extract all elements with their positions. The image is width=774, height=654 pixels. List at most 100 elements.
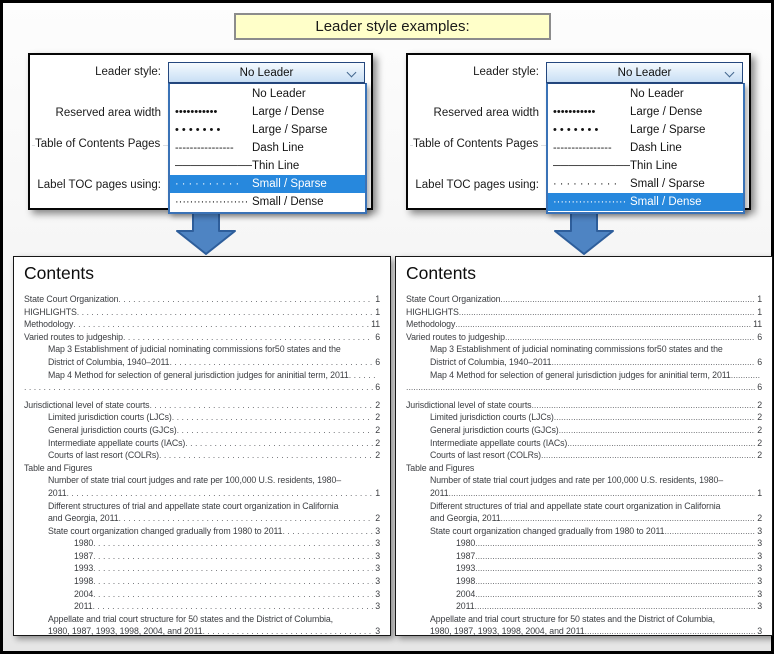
toc-leader: . . . . . . . . . . . . . . . . . . . . … [93, 563, 373, 574]
toc-entry: 2011....................................… [406, 600, 762, 613]
leader-swatch: ---------------- [175, 142, 234, 154]
toc-page-number: 3 [757, 563, 762, 574]
dropdown-option-thin-line[interactable]: ────────── Thin Line [170, 157, 365, 175]
toc-page-number: 3 [375, 626, 380, 636]
option-label: Small / Sparse [630, 178, 705, 190]
reserved-area-width-label: Reserved area width [55, 107, 161, 119]
toc-entry: Number of state trial court judges and r… [406, 474, 762, 487]
toc-entry-text: Different structures of trial and appell… [48, 500, 339, 511]
dropdown-option-large-dense[interactable]: ••••••••••• Large / Dense [170, 103, 365, 121]
toc-page-number: 3 [375, 588, 380, 599]
dropdown-option-dash-line[interactable]: ---------------- Dash Line [170, 139, 365, 157]
dropdown-option-small-sparse[interactable]: · · · · · · · · · · Small / Sparse [548, 175, 743, 193]
toc-leader: ........................................… [475, 550, 756, 561]
leader-style-combobox[interactable]: No Leader [546, 62, 743, 83]
toc-leader: ........................................… [448, 487, 756, 498]
toc-list: State Court Organization................… [406, 293, 762, 635]
toc-entry-text: Map 4 Method for selection of general ju… [48, 369, 349, 380]
toc-leader: ........................................… [553, 412, 755, 423]
toc-entry: ........................................… [406, 381, 762, 394]
toc-entry: Map 3 Establishment of judicial nominati… [406, 343, 762, 356]
toc-page-number: 2 [757, 450, 762, 461]
toc-entry-text: 2011 [456, 601, 475, 612]
toc-page-number: 2 [757, 412, 762, 423]
leader-swatch: · · · · · · · · · · [175, 178, 240, 190]
toc-entry-text: Number of state trial court judges and r… [430, 475, 724, 486]
toc-entry: 2011. . . . . . . . . . . . . . . . . . … [24, 487, 380, 500]
dropdown-option-small-dense[interactable]: ···················· Small / Dense [548, 193, 743, 211]
toc-page-number: 3 [757, 601, 762, 612]
leader-swatch: • • • • • • • [175, 124, 221, 136]
toc-entry: 1980. . . . . . . . . . . . . . . . . . … [24, 537, 380, 550]
toc-entry-text: 1993 [456, 563, 476, 574]
toc-entry: Varied routes to judgeship. . . . . . . … [24, 331, 380, 344]
toc-entry: Varied routes to judgeship..............… [406, 331, 762, 344]
toc-page-number: 6 [757, 356, 762, 367]
toc-entry: 1993....................................… [406, 562, 762, 575]
toc-leader: ........................................… [458, 306, 755, 317]
toc-page-number: 3 [757, 538, 762, 549]
leader-style-label: Leader style: [473, 66, 539, 78]
down-arrow-icon [176, 207, 236, 255]
toc-entry-text: District of Columbia, 1940–2011 [48, 356, 170, 367]
dropdown-option-no-leader[interactable]: No Leader [548, 85, 743, 103]
dropdown-option-thin-line[interactable]: ────────── Thin Line [548, 157, 743, 175]
leader-swatch: · · · · · · · · · · [553, 178, 618, 190]
toc-entry: 2004....................................… [406, 588, 762, 601]
leader-swatch: ────────── [553, 160, 630, 172]
toc-leader: . . . . . . . . . . . . . . . . . . . . … [93, 588, 373, 599]
reserved-area-width-label: Reserved area width [433, 107, 539, 119]
toc-page-number: 3 [757, 525, 762, 536]
toc-entry-text: 1980 [74, 538, 94, 549]
toc-list: State Court Organization . . . . . . . . … [24, 293, 380, 636]
toc-page-number: 2 [757, 399, 762, 410]
dialog-panel-right: Leader style: Reserved area width Table … [406, 53, 751, 214]
dropdown-option-dash-line[interactable]: ---------------- Dash Line [548, 139, 743, 157]
toc-leader: . . . . . . . . . . . . . . . . . . . . … [76, 306, 373, 317]
toc-leader: ........................................… [504, 331, 755, 342]
toc-entry: State Court Organization................… [406, 293, 762, 306]
dropdown-option-large-dense[interactable]: ••••••••••• Large / Dense [548, 103, 743, 121]
toc-leader: . . . . . . . . . . . . . . . . . . . . … [202, 626, 374, 636]
toc-entry: 2011....................................… [406, 487, 762, 500]
toc-entry-text: 1998 [456, 576, 476, 587]
option-label: Thin Line [252, 160, 300, 172]
toc-leader: . . . . . . . . . . . . . . . . . . . . … [171, 412, 373, 423]
toc-entry-text: Map 3 Establishment of judicial nominati… [48, 344, 341, 355]
contents-heading: Contents [24, 263, 95, 283]
dropdown-option-large-sparse[interactable]: • • • • • • • Large / Sparse [548, 121, 743, 139]
leader-style-combobox[interactable]: No Leader [168, 62, 365, 83]
option-label: Large / Dense [252, 106, 325, 118]
toc-entry: General jurisdiction courts (GJCs). . . … [24, 424, 380, 437]
toc-page-number: 3 [375, 550, 380, 561]
leader-swatch: • • • • • • • [553, 124, 599, 136]
toc-page-number: 3 [375, 601, 380, 612]
toc-entry-text: Appellate and trial court structure for … [48, 613, 333, 624]
toc-entry-text: State court organization changed gradual… [430, 525, 665, 536]
toc-entry: 1987. . . . . . . . . . . . . . . . . . … [24, 550, 380, 563]
toc-entry-text: 1987 [74, 550, 94, 561]
dropdown-option-small-dense[interactable]: ···················· Small / Dense [170, 193, 365, 211]
toc-entry: HIGHLIGHTS. . . . . . . . . . . . . . . … [24, 306, 380, 319]
toc-leader: ........................................… [475, 563, 756, 574]
toc-leader: ........................................… [455, 319, 752, 330]
toc-page-number: 1 [757, 487, 762, 498]
toc-entry: Appellate and trial court structure for … [24, 613, 380, 626]
dropdown-option-large-sparse[interactable]: • • • • • • • Large / Sparse [170, 121, 365, 139]
toc-entry-text: Methodology [24, 319, 74, 330]
toc-entry: Appellate and trial court structure for … [406, 613, 762, 626]
toc-leader: . . . . . . . . . . . . . . . . . . . . … [159, 450, 373, 461]
toc-entry-text: District of Columbia, 1940–2011 [430, 356, 552, 367]
toc-entry-text: Courts of last resort (COLRs) [430, 450, 541, 461]
dropdown-option-small-sparse[interactable]: · · · · · · · · · · Small / Sparse [170, 175, 365, 193]
toc-leader: . . . . . . . . . . . . . . . . . . . . … [282, 525, 373, 536]
toc-leader: ........................................… [664, 525, 755, 536]
toc-leader: ........................................… [730, 369, 760, 380]
option-label: Small / Sparse [252, 178, 327, 190]
toc-entry-text: and Georgia, 2011 [430, 513, 501, 524]
option-label: Dash Line [252, 142, 304, 154]
dropdown-option-no-leader[interactable]: No Leader [170, 85, 365, 103]
toc-leader: ........................................… [500, 513, 756, 524]
toc-entry-text: 2011 [74, 601, 93, 612]
